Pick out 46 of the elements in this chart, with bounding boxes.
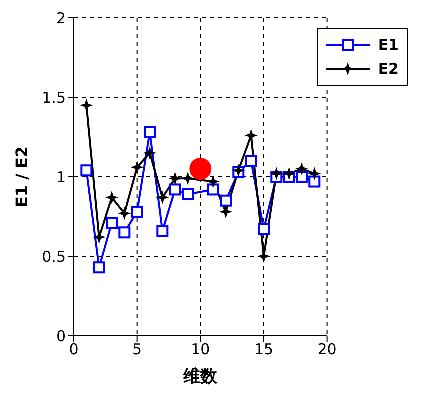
point [156, 225, 169, 238]
point [182, 188, 194, 200]
y-tick-label: 2 [56, 9, 66, 28]
y-axis-title: E1 / E2 [12, 146, 32, 208]
point [93, 262, 106, 274]
point [118, 226, 131, 239]
point [144, 148, 156, 159]
point [144, 126, 156, 138]
legend-label: E2 [378, 60, 399, 78]
point [94, 232, 105, 243]
point [308, 176, 321, 188]
point [207, 184, 220, 196]
point [132, 162, 143, 173]
point [106, 192, 118, 204]
legend-label: E1 [378, 36, 399, 54]
point [271, 168, 282, 180]
point [245, 155, 258, 168]
y-tick-label: 0.5 [42, 248, 66, 266]
point [182, 173, 194, 184]
point [169, 184, 182, 196]
x-tick-label: 20 [318, 340, 337, 359]
point [220, 194, 232, 207]
point [309, 168, 320, 180]
x-tick-label: 15 [254, 340, 274, 359]
point [258, 223, 270, 236]
point [157, 192, 168, 204]
x-axis-title: 维数 [182, 367, 219, 387]
point [170, 173, 181, 184]
point [220, 206, 232, 218]
x-tick-label: 10 [191, 340, 210, 359]
x-tick-label: 5 [132, 340, 142, 359]
x-tick-label: 0 [69, 340, 79, 359]
point [131, 206, 144, 218]
point [208, 176, 219, 188]
point [190, 158, 212, 180]
point [119, 208, 130, 220]
y-tick-label: 1.5 [42, 88, 66, 107]
point [284, 168, 295, 180]
point [296, 164, 308, 175]
point [81, 100, 92, 111]
y-tick-label: 0 [56, 327, 66, 346]
point [296, 171, 308, 183]
point [106, 217, 118, 230]
point [80, 164, 93, 177]
y-tick-label: 1 [56, 168, 66, 186]
point [246, 130, 257, 142]
